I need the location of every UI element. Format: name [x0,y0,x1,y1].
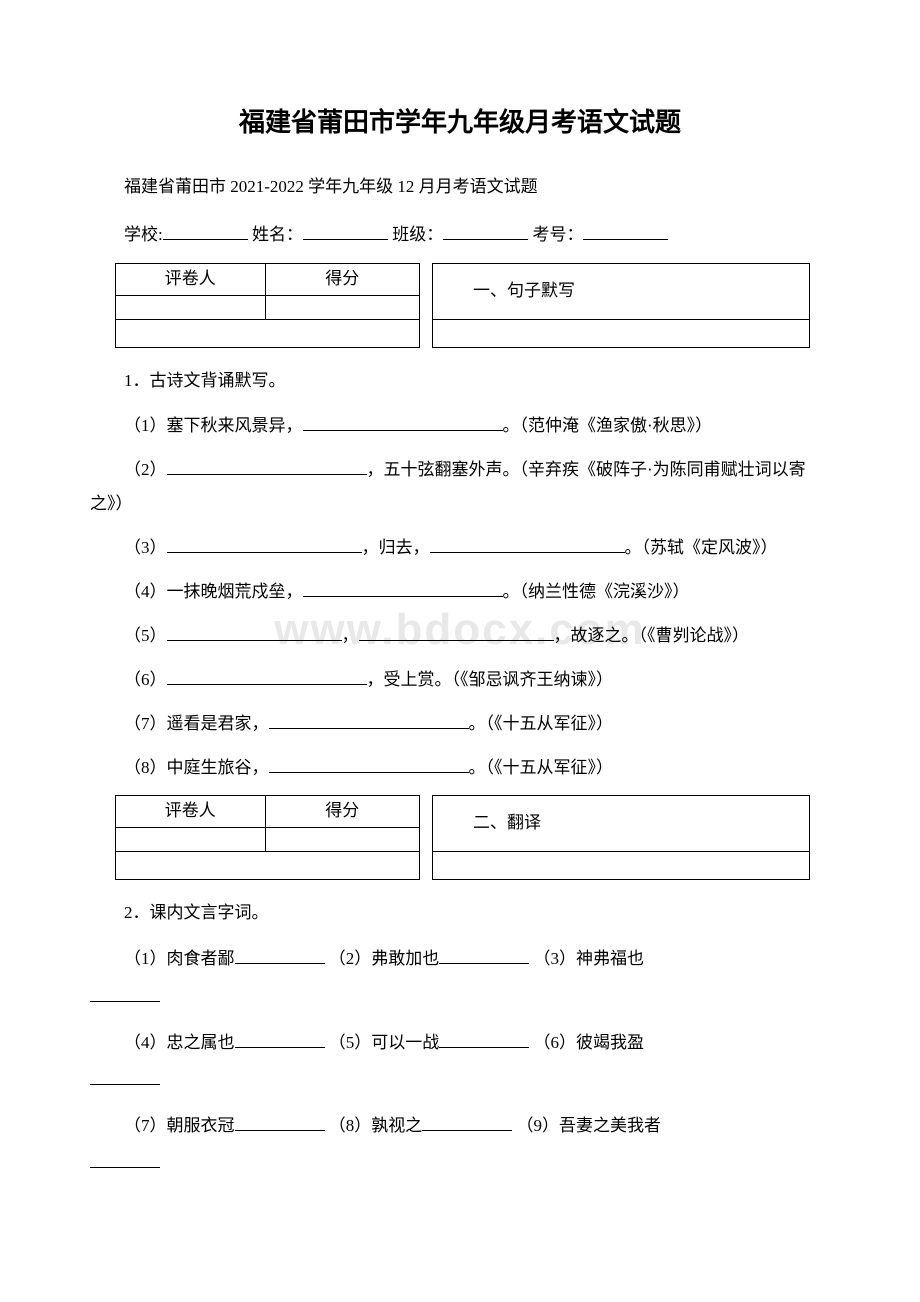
q2-w5: （5）可以一战 [329,1033,440,1052]
q1-1-text-b: 。（范仲淹《渔家傲·秋思》） [503,416,713,435]
document-content: 福建省莆田市学年九年级月考语文试题 福建省莆田市 2021-2022 学年九年级… [90,100,830,1180]
examno-label: 考号： [532,225,583,244]
q1-3-blank-1 [167,535,362,553]
section-1-label: 一、句子默写 [433,264,809,319]
q2-b4 [235,1030,325,1048]
q1-8-text-a: （8）中庭生旅谷， [124,758,269,777]
q1-7-blank [269,711,469,729]
grader-cell [116,295,266,319]
grader-cell-2 [116,827,266,851]
q2-row-3: （7）朝服衣冠 （8）孰视之 （9）吾妻之美我者 [90,1107,830,1144]
q1-item-2: （2），五十弦翻塞外声。（辛弃疾《破阵子·为陈同甫赋壮词以寄之》） [90,453,830,521]
grader-header: 评卷人 [116,263,266,295]
q1-item-1: （1）塞下秋来风景异， 。（范仲淹《渔家傲·秋思》） [90,409,830,443]
q1-3-text-a: （3） [124,538,167,557]
q1-1-blank [303,413,503,431]
q1-6-text-a: （6） [124,670,167,689]
q1-item-7: （7）遥看是君家， 。（《十五从军征》） [90,707,830,741]
score-header: 得分 [265,263,420,295]
q1-item-6: （6） ，受上赏。（《邹忌讽齐王纳谏》） [90,663,830,697]
q2-heading: 2．课内文言字词。 [90,898,830,929]
section-2-label-bottom [433,851,809,879]
q1-2-blank [167,457,367,475]
q2-b7 [235,1113,325,1131]
score-full-row-2 [116,851,420,879]
section-2-label-box: 二、翻译 [432,795,810,880]
grader-header-2: 评卷人 [116,795,266,827]
q1-2-text-a: （2） [124,460,167,479]
q2-b1 [235,946,325,964]
q2-b2 [439,946,529,964]
q2-b5 [439,1030,529,1048]
q2-w6: （6）彼竭我盈 [534,1033,645,1052]
section-2-label: 二、翻译 [433,796,809,851]
q1-item-8: （8）中庭生旅谷， 。（《十五从军征》） [90,751,830,785]
subtitle: 福建省莆田市 2021-2022 学年九年级 12 月月考语文试题 [90,172,830,203]
q1-8-text-b: 。（《十五从军征》） [469,758,614,777]
page-title: 福建省莆田市学年九年级月考语文试题 [90,100,830,147]
q1-4-text-a: （4）一抹晚烟荒戍垒， [124,582,303,601]
score-header-2: 得分 [265,795,420,827]
q2-w3: （3）神弗福也 [534,949,645,968]
q1-item-3: （3） ，归去， 。（苏轼《定风波》） [90,531,830,565]
q2-w8: （8）孰视之 [329,1116,423,1135]
q1-8-blank [269,755,469,773]
score-table-2: 评卷人 得分 [115,795,420,880]
section-2-header-row: 评卷人 得分 二、翻译 [115,795,810,880]
q1-3-blank-2 [430,535,625,553]
q1-5-text-c: ，故逐之。（《曹刿论战》） [554,626,750,645]
school-label: 学校: [124,225,163,244]
q2-row-2: （4）忠之属也 （5）可以一战 （6）彼竭我盈 [90,1024,830,1061]
section-1-label-bottom [433,319,809,347]
q1-1-text-a: （1）塞下秋来风景异， [124,416,303,435]
q1-5-text-a: （5） [124,626,167,645]
name-blank [303,222,388,240]
student-info-line: 学校: 姓名： 班级： 考号： [90,220,830,251]
q2-row-1: （1）肉食者鄙 （2）弗敢加也 （3）神弗福也 [90,940,830,977]
q2-w9: （9）吾妻之美我者 [517,1116,662,1135]
q2-b6 [90,1067,160,1085]
q1-7-text-b: 。（《十五从军征》） [469,714,614,733]
q1-heading: 1．古诗文背诵默写。 [90,366,830,397]
q1-4-text-b: 。（纳兰性德《浣溪沙》） [503,582,690,601]
q2-w7: （7）朝服衣冠 [124,1116,235,1135]
q1-5-blank-1 [167,623,342,641]
q1-5-text-b: ， [342,626,359,645]
q2-row-1b [90,980,830,1014]
q1-6-blank [167,667,367,685]
q2-w1: （1）肉食者鄙 [124,949,235,968]
q1-item-4: （4）一抹晚烟荒戍垒， 。（纳兰性德《浣溪沙》） [90,575,830,609]
q2-row-3b [90,1146,830,1180]
q2-b3 [90,984,160,1002]
section-1-label-box: 一、句子默写 [432,263,810,348]
q1-3-text-b: ，归去， [362,538,430,557]
class-blank [443,222,528,240]
class-label: 班级： [392,225,443,244]
name-label: 姓名： [252,225,303,244]
q2-row-2b [90,1063,830,1097]
q1-4-blank [303,579,503,597]
section-1-header-row: 评卷人 得分 一、句子默写 [115,263,810,348]
q2-w2: （2）弗敢加也 [329,949,440,968]
score-cell [265,295,420,319]
score-cell-2 [265,827,420,851]
score-table-1: 评卷人 得分 [115,263,420,348]
q1-3-text-c: 。（苏轼《定风波》） [625,538,778,557]
q1-5-blank-2 [359,623,554,641]
q1-7-text-a: （7）遥看是君家， [124,714,269,733]
q1-6-text-b: ，受上赏。（《邹忌讽齐王纳谏》） [367,670,614,689]
q1-item-5: （5） ， ，故逐之。（《曹刿论战》） [90,619,830,653]
examno-blank [583,222,668,240]
score-full-row [116,319,420,347]
q2-b8 [422,1113,512,1131]
q2-w4: （4）忠之属也 [124,1033,235,1052]
school-blank [163,222,248,240]
q2-b9 [90,1150,160,1168]
